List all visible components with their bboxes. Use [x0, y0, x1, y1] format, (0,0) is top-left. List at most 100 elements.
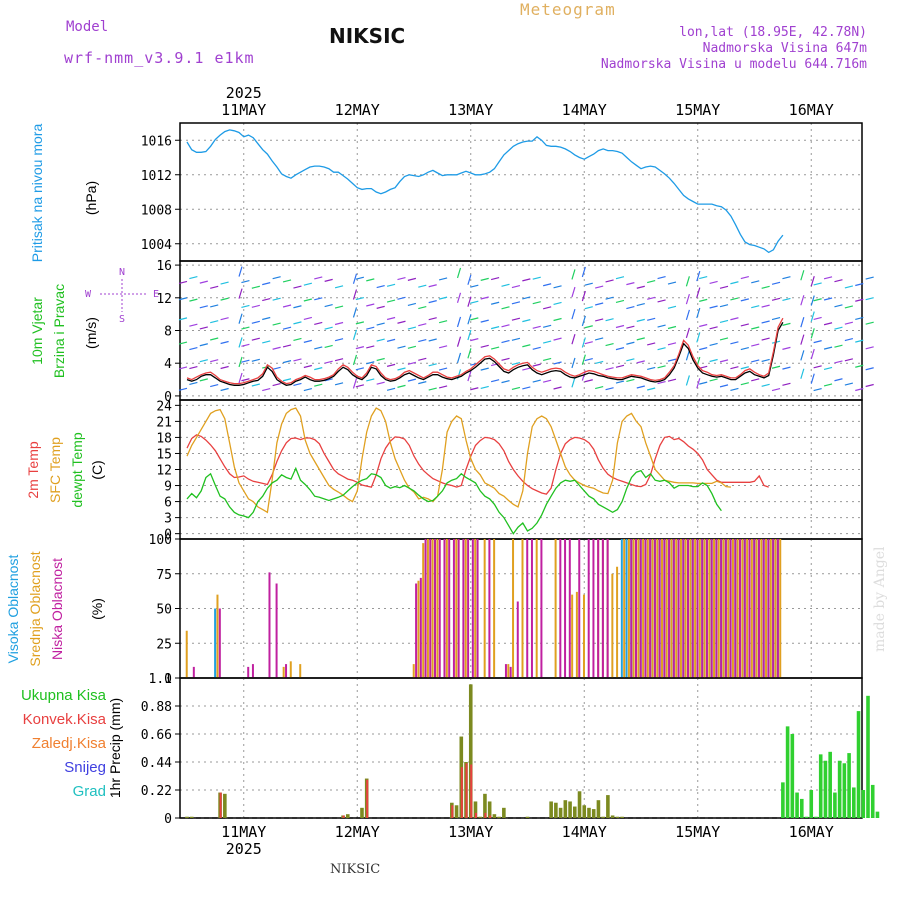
- temp-ylabel-dewpt: dewpt Temp: [69, 432, 85, 507]
- wind-arrow: [199, 378, 208, 382]
- compass-n: N: [119, 267, 125, 278]
- precip-bar-total: [185, 816, 189, 818]
- wind-arrow: [376, 322, 385, 326]
- wind-arrow: [571, 269, 576, 280]
- wind-gust-line: [186, 317, 784, 385]
- wind-arrow: [470, 387, 479, 391]
- wind-arrow: [855, 316, 864, 320]
- wind-arrow: [571, 357, 576, 369]
- wind-arrow: [324, 303, 333, 308]
- wind-arrow: [397, 384, 406, 388]
- wind-arrow: [428, 300, 437, 304]
- wind-arrow: [553, 361, 562, 365]
- wind-arrow: [324, 326, 333, 330]
- wind-arrow: [782, 366, 791, 370]
- wind-arrow: [220, 281, 229, 285]
- wind-arrow: [543, 340, 552, 344]
- wind-arrow: [865, 276, 874, 280]
- wind-arrow: [480, 319, 489, 323]
- wind-arrow: [490, 346, 500, 350]
- wind-arrow: [771, 316, 781, 321]
- footer-station: NIKSIC: [330, 862, 381, 877]
- wind-arrow: [282, 326, 292, 330]
- day-label-bottom: 15MAY: [675, 823, 720, 841]
- wind-arrow: [376, 381, 385, 385]
- wind-arrow: [293, 358, 302, 362]
- precip-bar-total: [795, 792, 799, 818]
- temperature-ytick-label: 18: [156, 431, 172, 446]
- wind-arrow: [823, 346, 833, 350]
- wind-arrow: [438, 296, 448, 300]
- wind-arrow: [324, 360, 333, 364]
- wind-arrow: [397, 320, 406, 324]
- wind-arrow: [810, 348, 815, 360]
- wind-arrow: [626, 305, 635, 310]
- precip-bar-total: [549, 801, 553, 818]
- wind-arrow: [324, 278, 333, 282]
- temperature-ytick-label: 9: [164, 480, 172, 495]
- wind-arrow: [501, 324, 510, 328]
- wind-arrow: [543, 324, 552, 328]
- wind-arrow: [771, 365, 781, 369]
- wind-arrow: [178, 280, 188, 285]
- temperature-ytick-label: 6: [164, 496, 172, 511]
- precip-bar-total: [582, 805, 587, 818]
- wind-arrow: [823, 383, 833, 387]
- wind-arrow: [532, 363, 541, 367]
- wind-arrow: [467, 274, 472, 285]
- wind-arrow: [709, 342, 718, 347]
- wind-arrow: [595, 318, 604, 322]
- wind-arrow: [293, 382, 302, 386]
- wind-arrow: [355, 296, 365, 301]
- wind-arrow: [456, 292, 462, 304]
- temperature-ytick-label: 21: [156, 415, 172, 430]
- wind-arrow: [251, 285, 260, 289]
- cloud-unit: (%): [89, 598, 105, 620]
- wind-arrow: [532, 301, 541, 305]
- cloud-ylabel-low: Niska Oblacnost: [49, 558, 65, 660]
- wind-arrow: [571, 308, 576, 320]
- temp-unit: (C): [89, 460, 105, 479]
- wind-arrow: [865, 367, 874, 371]
- wind-arrow: [834, 344, 843, 348]
- wind-arrow: [810, 311, 815, 322]
- wind-arrow: [813, 316, 822, 321]
- precip-bar-total: [856, 711, 861, 818]
- wind-arrow: [800, 295, 805, 306]
- wind-arrow: [751, 343, 760, 347]
- wind-arrow: [740, 366, 749, 370]
- wind-arrow: [730, 341, 739, 345]
- wind-arrow: [844, 305, 854, 309]
- wind-arrow: [685, 327, 690, 339]
- wind-arrow: [581, 290, 586, 302]
- cloud-ytick-label: 50: [156, 603, 172, 618]
- wind-arrow: [210, 320, 219, 324]
- wind-arrow: [490, 326, 500, 330]
- wind-arrow: [615, 299, 625, 304]
- wind-arrow: [584, 379, 593, 383]
- wind-arrow: [865, 346, 874, 350]
- wind-arrow: [823, 276, 833, 280]
- precip-bar-total: [223, 793, 227, 818]
- wind-arrow: [366, 303, 375, 307]
- pressure-ytick-label: 1008: [141, 203, 172, 218]
- wind-arrow: [438, 385, 448, 389]
- wind-arrow: [800, 368, 805, 379]
- wind-vector-field: [178, 266, 874, 392]
- wind-arrow: [740, 346, 749, 351]
- wind-arrow: [251, 337, 260, 341]
- wind-arrow: [761, 358, 770, 363]
- wind-arrow: [407, 378, 417, 382]
- wind-arrow: [657, 324, 666, 328]
- wind-arrow: [428, 363, 437, 367]
- wind-arrow: [251, 304, 260, 308]
- wind-arrow: [584, 341, 593, 345]
- wind-arrow: [418, 305, 427, 310]
- precip-ytick-label: 0.22: [141, 784, 172, 799]
- pressure-frame: [179, 122, 863, 262]
- precip-bar-total: [804, 816, 809, 818]
- wind-arrow: [657, 347, 666, 351]
- wind-arrow: [282, 360, 292, 364]
- wind-arrow: [314, 346, 323, 350]
- wind-arrow: [855, 339, 864, 343]
